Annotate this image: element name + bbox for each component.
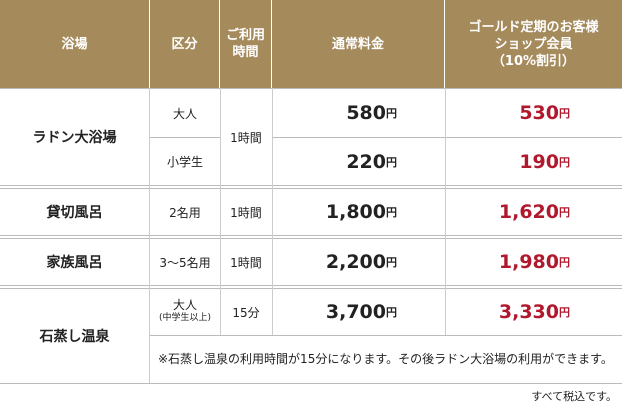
header-cell: ゴールド定期のお客様 ショップ会員 （10%割引） xyxy=(445,0,622,88)
member-price: 3,330 円 xyxy=(445,289,622,335)
text: 円 xyxy=(559,256,570,269)
text: 円 xyxy=(559,206,570,219)
time: 1時間 xyxy=(230,205,262,220)
category: 3〜5名用 xyxy=(159,255,211,270)
category: 大人 (中学生以上) xyxy=(150,289,220,335)
header-cell: 区分 xyxy=(150,0,219,88)
text: 580 xyxy=(346,102,386,124)
header-cell: ご利用 時間 xyxy=(220,0,271,88)
regular-price: 3,700 円 xyxy=(272,289,445,335)
time: 1時間 xyxy=(230,130,262,145)
rule-line xyxy=(0,288,622,289)
rule-line xyxy=(272,88,273,335)
time: 15分 xyxy=(232,305,260,320)
rule-line xyxy=(445,88,446,335)
rule-line xyxy=(0,188,622,189)
category: 2名用 xyxy=(169,205,201,220)
rule-line xyxy=(149,88,150,383)
text: 1,800 xyxy=(325,201,386,223)
rule-line xyxy=(0,383,622,384)
rule-line xyxy=(0,185,622,186)
member-price: 190 円 xyxy=(445,138,622,185)
text: 220 xyxy=(346,150,386,173)
regular-price: 580 円 xyxy=(272,89,445,137)
text: 1,620 xyxy=(498,201,559,223)
text: 円 xyxy=(386,155,397,169)
text: 1,980 xyxy=(498,251,559,273)
text: 円 xyxy=(386,306,397,319)
rule-line xyxy=(272,137,622,138)
rule-line xyxy=(0,285,622,286)
rule-line xyxy=(0,235,622,236)
text: 円 xyxy=(386,256,397,269)
category: 大人 xyxy=(172,106,197,121)
regular-price: 220 円 xyxy=(272,138,445,185)
facility: 石蒸し温泉 xyxy=(39,329,110,345)
footer: すべて税込です。 xyxy=(531,390,617,403)
note: ※石蒸し温泉の利用時間が15分になります。その後ラドン大浴場の利用ができます。 xyxy=(158,352,613,366)
category: 小学生 xyxy=(166,155,203,169)
text: (中学生以上) xyxy=(158,313,212,323)
text: 円 xyxy=(386,107,397,120)
text: 円 xyxy=(386,206,397,219)
text: 3,330 xyxy=(498,301,559,323)
facility: ラドン大浴場 xyxy=(32,130,117,146)
text: 530 xyxy=(519,102,559,124)
facility: 貸切風呂 xyxy=(46,205,103,221)
regular-price: 2,200 円 xyxy=(272,239,445,285)
text: 円 xyxy=(559,107,570,120)
text: 大人 xyxy=(172,298,197,312)
header-cell: 通常料金 xyxy=(272,0,444,88)
header-cell: 浴場 xyxy=(0,0,149,88)
member-price: 1,980 円 xyxy=(445,239,622,285)
member-price: 1,620 円 xyxy=(445,189,622,235)
rule-line xyxy=(0,238,622,239)
rule-line xyxy=(150,137,220,138)
rule-line xyxy=(0,88,622,89)
text: 円 xyxy=(559,306,570,319)
regular-price: 1,800 円 xyxy=(272,189,445,235)
rule-line xyxy=(220,88,221,335)
text: 円 xyxy=(559,155,570,169)
text: 190 xyxy=(519,150,559,173)
text: 3,700 xyxy=(325,301,386,323)
facility: 家族風呂 xyxy=(46,255,103,271)
member-price: 530 円 xyxy=(445,89,622,137)
rule-line xyxy=(150,335,622,336)
time: 1時間 xyxy=(230,255,262,270)
text: 2,200 xyxy=(325,251,386,273)
